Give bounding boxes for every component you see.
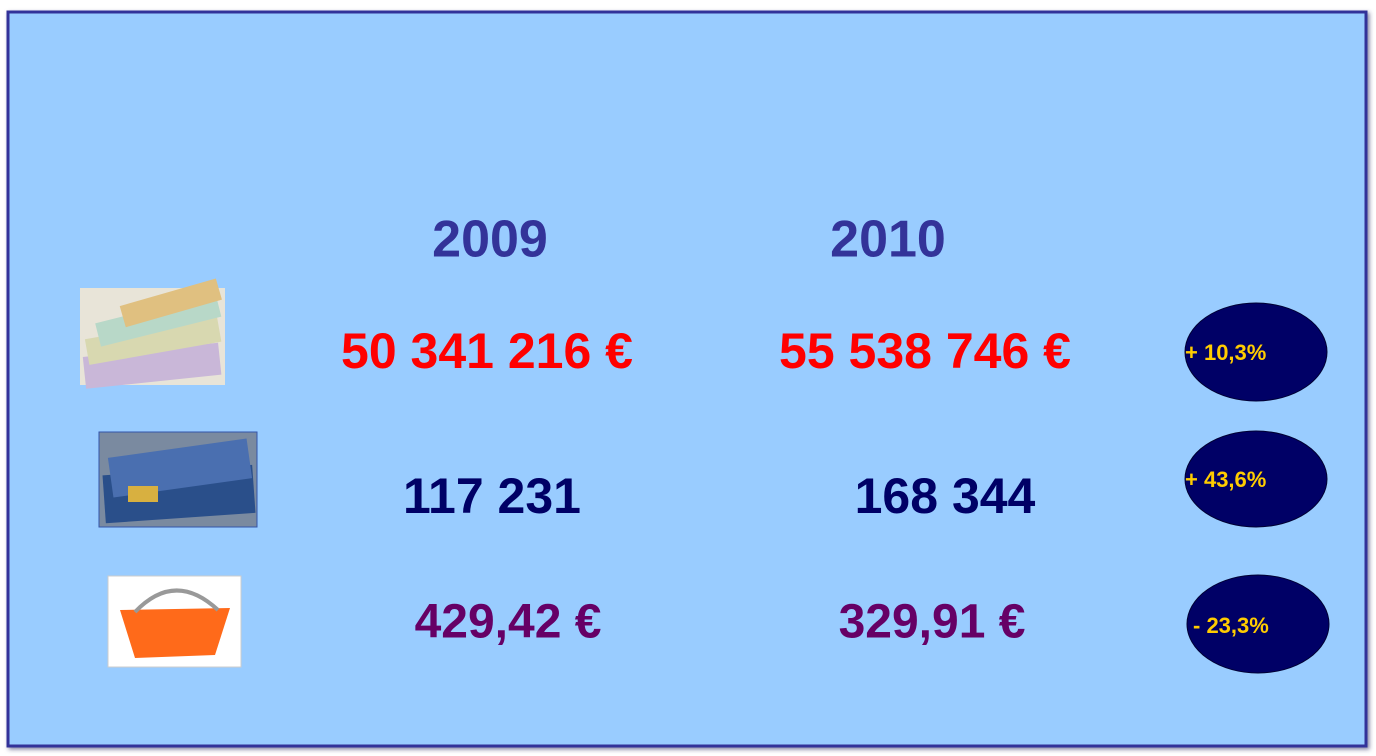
cards-icon [99,432,257,527]
change-label: + 10,3% [1185,340,1266,365]
value-2009: 50 341 216 € [341,323,633,379]
value-2009: 429,42 € [415,596,602,649]
value-2009: 117 231 [403,468,581,524]
value-2010: 168 344 [855,468,1036,524]
year-2009: 2009 [432,211,548,269]
basket-icon [108,576,241,667]
value-2010: 55 538 746 € [779,323,1071,379]
change-label: - 23,3% [1193,613,1269,638]
slide: 2009 2010 50 341 216 € 55 538 746 € 117 … [0,0,1376,756]
banknotes-icon [80,279,225,389]
change-label: + 43,6% [1185,467,1266,492]
value-2010: 329,91 € [839,596,1026,649]
year-2010: 2010 [830,211,946,269]
